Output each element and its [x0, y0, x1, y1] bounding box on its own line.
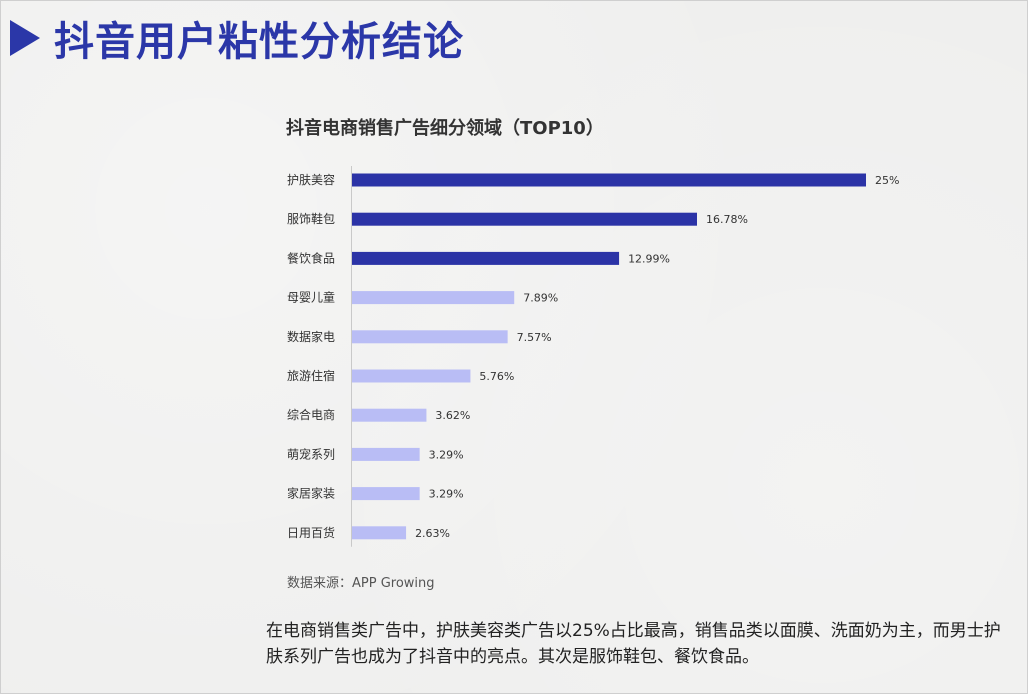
bar [352, 369, 471, 383]
category-label: 母婴儿童 [287, 290, 335, 305]
value-label: 2.63% [415, 527, 450, 540]
value-label: 12.99% [628, 252, 670, 265]
value-label: 3.29% [429, 488, 464, 501]
category-label: 护肤美容 [287, 172, 335, 187]
page-title: 抖音用户粘性分析结论 [54, 19, 464, 65]
data-source: 数据来源：APP Growing [287, 576, 435, 591]
category-label: 服饰鞋包 [287, 211, 335, 226]
bar [352, 291, 515, 305]
conclusion-text: 在电商销售类广告中，护肤美容类广告以25%占比最高，销售品类以面膜、洗面奶为主，… [266, 621, 1001, 667]
value-label: 7.57% [517, 331, 552, 344]
value-label: 5.76% [479, 370, 514, 383]
value-label: 16.78% [706, 213, 748, 226]
value-label: 3.62% [435, 409, 470, 422]
bar [352, 330, 508, 344]
bar [352, 251, 620, 265]
bar [352, 526, 407, 540]
bar [352, 173, 866, 187]
category-label: 餐饮食品 [287, 250, 335, 265]
value-label: 3.29% [429, 448, 464, 461]
value-label: 25% [875, 174, 899, 187]
category-label: 萌宠系列 [287, 446, 335, 461]
value-label: 7.89% [523, 292, 558, 305]
bar [352, 408, 427, 422]
page-header: 抖音用户粘性分析结论 [10, 10, 464, 66]
category-label: 日用百货 [287, 525, 335, 540]
category-label: 家居家装 [287, 486, 335, 501]
category-label: 旅游住宿 [287, 368, 335, 383]
play-arrow-icon [10, 20, 40, 56]
chart-title: 抖音电商销售广告细分领域（TOP10） [286, 118, 604, 139]
bar [352, 212, 697, 226]
bar [352, 447, 420, 461]
bar [352, 487, 420, 501]
category-label: 数据家电 [287, 329, 335, 344]
category-label: 综合电商 [287, 407, 335, 422]
